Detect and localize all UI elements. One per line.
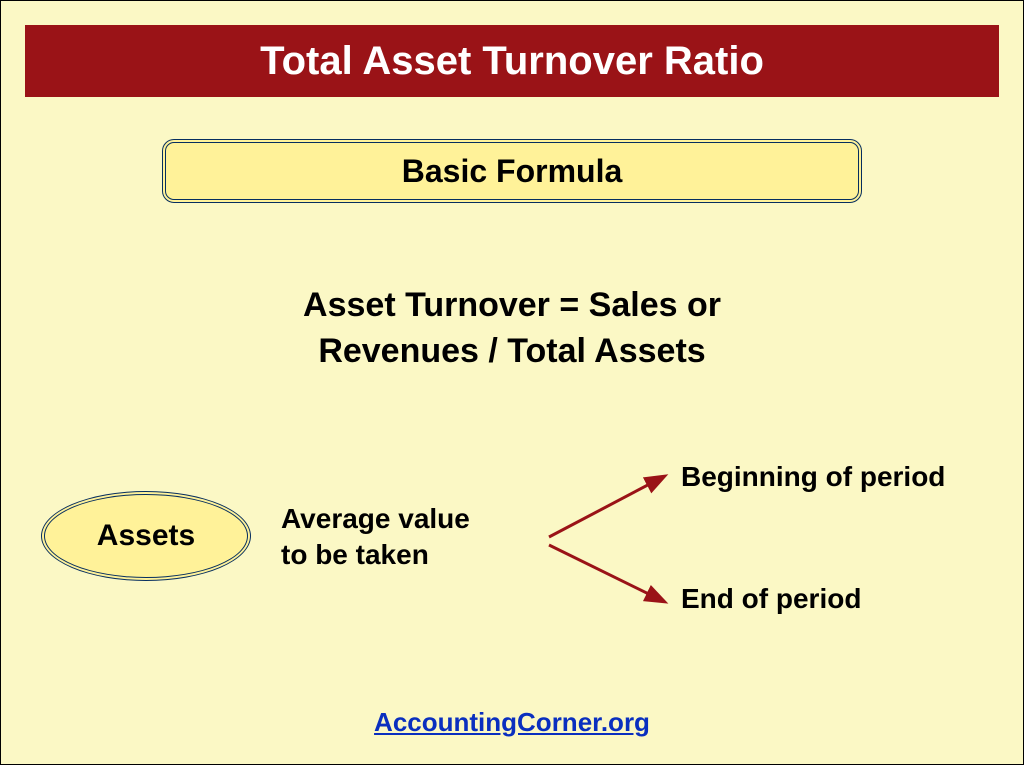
branch-label-top: Beginning of period [681,461,945,493]
formula-line-1: Asset Turnover = Sales or [162,283,862,329]
arrow-bottom [549,545,663,601]
title-bar: Total Asset Turnover Ratio [25,25,999,97]
title-text: Total Asset Turnover Ratio [260,39,764,84]
average-line-1: Average value [281,501,541,537]
subtitle-box: Basic Formula [162,139,862,203]
assets-ellipse: Assets [41,491,251,581]
assets-label: Assets [97,519,195,553]
page-container: Total Asset Turnover Ratio Basic Formula… [0,0,1024,765]
formula-line-2: Revenues / Total Assets [162,329,862,375]
footer-link[interactable]: AccountingCorner.org [374,707,650,738]
average-note: Average value to be taken [281,501,541,574]
average-line-2: to be taken [281,537,541,573]
branch-arrows [541,449,691,629]
arrow-top [549,477,663,537]
branch-label-bottom: End of period [681,583,861,615]
subtitle-text: Basic Formula [402,153,623,190]
formula-block: Asset Turnover = Sales or Revenues / Tot… [162,283,862,375]
